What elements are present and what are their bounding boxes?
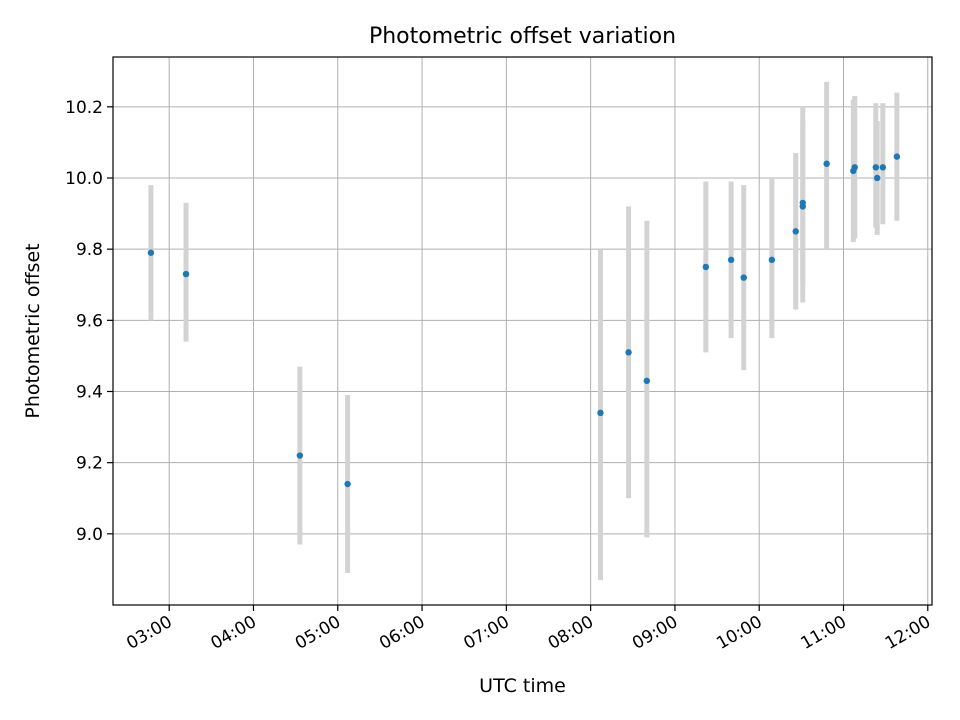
data-point [344,480,351,488]
y-axis-label: Photometric offset [22,243,44,418]
data-point [296,452,304,459]
y-tick-label: 9.6 [76,311,103,331]
chart-title: Photometric offset variation [369,24,676,49]
x-tick-label: 08:00 [545,612,597,654]
grid-layer [113,57,932,605]
data-point [740,274,747,281]
data-point [874,174,881,182]
data-point [893,153,901,160]
data-point [879,164,887,171]
y-tick-label: 9.4 [76,382,103,402]
errorbar-layer [148,81,900,581]
x-tick-label: 10:00 [713,612,765,654]
x-tick-label: 04:00 [208,612,260,654]
x-tick-label: 06:00 [376,612,428,654]
data-point [597,409,604,417]
x-tick-label: 12:00 [882,612,934,654]
point-layer [147,153,901,488]
data-point [625,349,632,356]
plot-frame [112,56,933,606]
y-tick-label: 10.0 [65,169,103,189]
data-point [799,203,806,210]
x-tick-label: 05:00 [292,612,344,654]
x-axis-label: UTC time [479,675,566,697]
y-tick-label: 9.8 [76,240,103,260]
data-point [768,256,776,264]
data-point [147,249,155,256]
data-point [182,270,190,278]
data-point [823,160,830,167]
x-tick-label: 09:00 [629,612,681,654]
x-tick-label: 11:00 [798,612,850,654]
data-point [643,377,651,385]
x-tick-label: 07:00 [460,612,512,654]
y-tick-label: 9.2 [76,454,103,474]
data-point [792,228,799,235]
data-point [727,256,735,264]
data-point [872,164,880,171]
data-point [702,263,710,271]
x-tick-label: 03:00 [123,612,175,654]
y-tick-label: 10.2 [65,98,103,118]
data-point [851,164,858,171]
y-tick-label: 9.0 [76,525,103,545]
